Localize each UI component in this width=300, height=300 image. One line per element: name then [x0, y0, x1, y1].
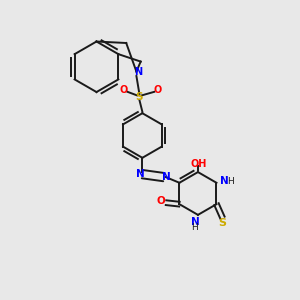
Text: O: O — [119, 85, 128, 95]
Text: H: H — [192, 223, 198, 232]
Text: N: N — [136, 169, 144, 179]
Text: N: N — [162, 172, 170, 182]
Text: S: S — [218, 218, 226, 228]
Text: S: S — [136, 92, 143, 102]
Text: N: N — [134, 67, 142, 76]
Text: OH: OH — [190, 159, 207, 169]
Text: O: O — [157, 196, 166, 206]
Text: H: H — [227, 177, 234, 186]
Text: N: N — [220, 176, 229, 186]
Text: O: O — [154, 85, 162, 95]
Text: N: N — [190, 217, 199, 227]
